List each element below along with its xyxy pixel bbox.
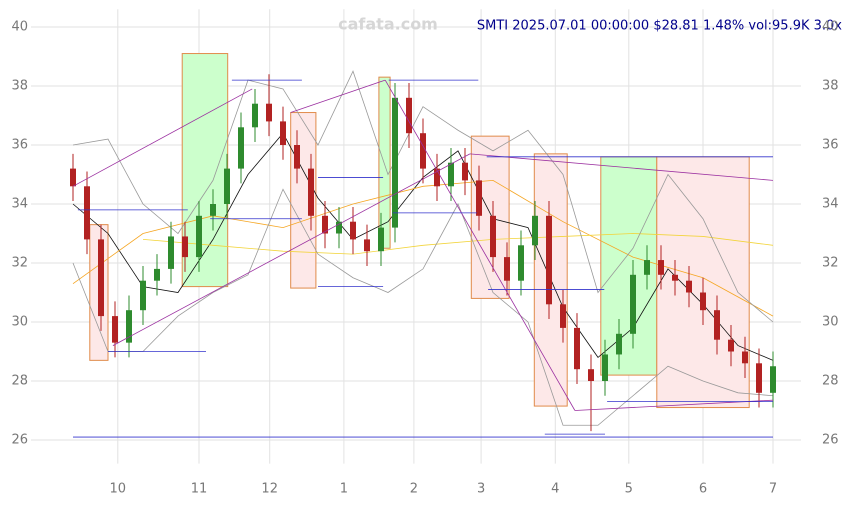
trend-segment	[72, 88, 253, 187]
y-tick-label-right: 26	[822, 433, 839, 448]
range-box	[378, 76, 391, 249]
candle-body	[490, 215, 496, 258]
trend-segment	[384, 79, 576, 411]
candle-body	[140, 280, 146, 311]
candle-body	[210, 204, 216, 216]
candle-body	[518, 245, 524, 281]
candle-body	[672, 274, 678, 281]
candle-body	[560, 304, 566, 328]
candle-body	[532, 215, 538, 246]
candle-body	[196, 215, 202, 258]
x-tick-label: 12	[261, 482, 278, 497]
candle-body	[252, 103, 258, 128]
candle-layer	[70, 74, 776, 432]
indicator-line	[72, 70, 774, 323]
y-tick-label: 36	[11, 138, 28, 153]
candle-body	[238, 127, 244, 169]
candle-body	[728, 339, 734, 352]
chart-title: SMTI 2025.07.01 00:00:00 $28.81 1.48% vo…	[477, 19, 842, 34]
y-tick-label-right: 40	[822, 20, 839, 35]
candle-body	[546, 215, 552, 305]
x-tick-label: 5	[625, 482, 633, 497]
trend-segment	[469, 153, 774, 181]
candle-body	[462, 162, 468, 181]
y-tick-label: 30	[11, 315, 28, 330]
candle-body	[280, 121, 286, 145]
trend-segment	[290, 79, 386, 113]
x-tick-label: 4	[551, 482, 559, 497]
candle-body	[112, 316, 118, 343]
y-tick-label: 32	[11, 256, 28, 271]
y-tick-label-right: 36	[822, 138, 839, 153]
candle-body	[616, 333, 622, 355]
candle-body	[700, 292, 706, 311]
candle-body	[168, 236, 174, 269]
candle-body	[406, 97, 412, 134]
candle-body	[714, 310, 720, 340]
candle-body	[434, 168, 440, 187]
y-tick-label: 26	[11, 433, 28, 448]
candle-body	[84, 186, 90, 240]
candle-body	[770, 366, 776, 393]
candle-body	[476, 180, 482, 216]
x-tick-label: 10	[110, 482, 127, 497]
x-tick-label: 2	[410, 482, 418, 497]
y-tick-label-right: 28	[822, 374, 839, 389]
y-tick-label-right: 38	[822, 79, 839, 94]
candle-body	[182, 236, 188, 258]
x-tick-label: 11	[191, 482, 208, 497]
x-tick-label: 7	[769, 482, 777, 497]
candle-body	[420, 133, 426, 169]
y-tick-label-right: 30	[822, 315, 839, 330]
candle-body	[574, 327, 580, 370]
candle-body	[756, 363, 762, 393]
x-tick-label: 6	[699, 482, 707, 497]
y-tick-label-right: 32	[822, 256, 839, 271]
candle-body	[504, 257, 510, 281]
candle-body	[364, 239, 370, 252]
x-tick-label: 3	[477, 482, 485, 497]
box-layer	[89, 53, 750, 409]
candle-body	[378, 227, 384, 252]
candle-body	[588, 369, 594, 381]
candle-body	[742, 351, 748, 364]
watermark: cafata.com	[338, 15, 438, 34]
indicator-line	[142, 233, 774, 255]
x-tick-label: 1	[340, 482, 348, 497]
range-box	[290, 112, 317, 289]
y-tick-label: 38	[11, 79, 28, 94]
candle-body	[630, 274, 636, 334]
candle-body	[602, 354, 608, 381]
y-tick-label: 34	[11, 197, 28, 212]
trend-segment	[112, 153, 471, 346]
candle-body	[70, 168, 76, 187]
candle-body	[98, 239, 104, 317]
candle-body	[350, 221, 356, 240]
candle-body	[658, 260, 664, 275]
candle-body	[126, 310, 132, 343]
y-tick-label-right: 34	[822, 197, 839, 212]
candle-body	[294, 145, 300, 169]
candle-body	[644, 260, 650, 275]
candle-body	[308, 168, 314, 216]
candle-body	[224, 168, 230, 204]
range-box	[181, 53, 229, 288]
candle-body	[686, 280, 692, 293]
candle-body	[154, 268, 160, 281]
candle-body	[448, 162, 454, 187]
indicator-line	[72, 188, 774, 426]
y-tick-label: 40	[11, 20, 28, 35]
candle-body	[336, 221, 342, 234]
candle-body	[392, 97, 398, 228]
candle-body	[266, 103, 272, 122]
candle-body	[322, 215, 328, 234]
y-tick-label: 28	[11, 374, 28, 389]
indicator-line	[72, 179, 774, 317]
segment-layer	[72, 79, 774, 438]
